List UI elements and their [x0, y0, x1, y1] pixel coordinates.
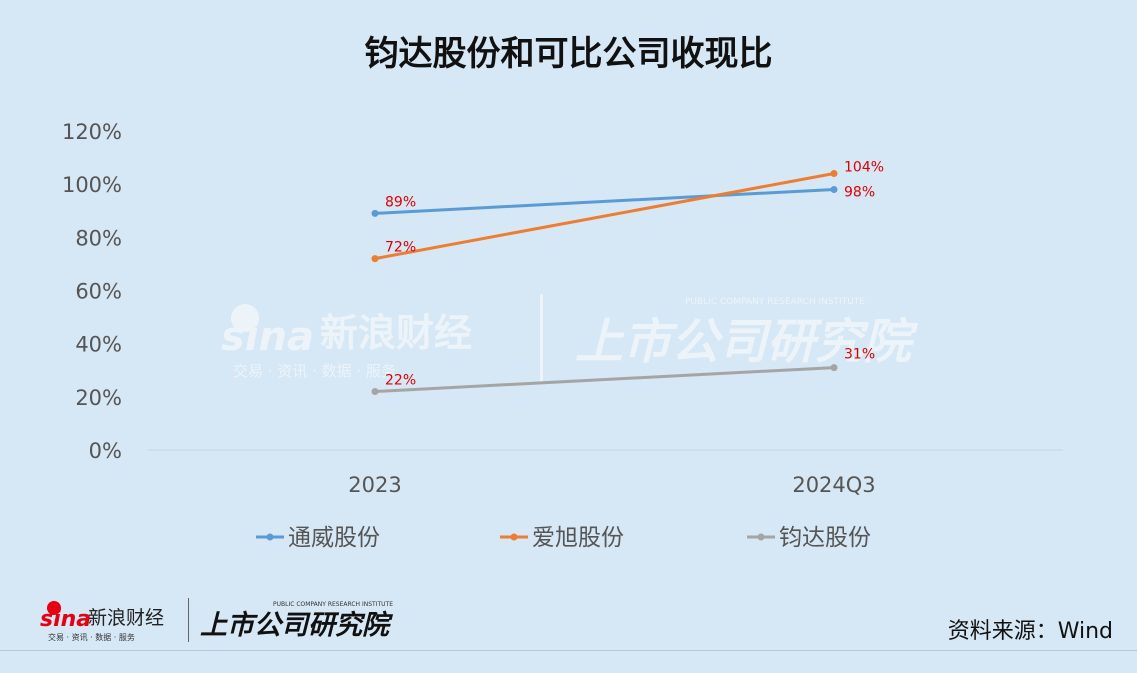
data-label: 31%: [844, 347, 875, 363]
legend-label: 通威股份: [288, 525, 380, 551]
watermark-sina-cn: 新浪财经: [320, 311, 472, 355]
watermark-institute-cn: 上市公司研究院: [575, 314, 919, 370]
x-tick-label: 2023: [348, 473, 401, 497]
legend-item: 钧达股份: [747, 525, 871, 551]
data-point: [371, 255, 379, 263]
x-axis-ticks: 2023 2024Q3: [348, 473, 875, 497]
footer-divider: [188, 598, 189, 642]
footer-sina-cn: 新浪财经: [88, 607, 164, 629]
series-layer: 89% 98% 72% 104% 22% 31%: [371, 160, 884, 396]
chart-title: 钧达股份和可比公司收现比: [364, 34, 773, 74]
data-point: [830, 170, 838, 178]
legend-label: 爱旭股份: [532, 525, 624, 551]
series-line: [374, 172, 835, 261]
legend-marker: [510, 533, 518, 541]
data-point: [371, 388, 379, 396]
y-axis-ticks: 0% 20% 40% 60% 80% 100% 120%: [62, 120, 122, 463]
watermark-institute-en: PUBLIC COMPANY RESEARCH INSTITUTE: [685, 297, 865, 307]
data-label: 89%: [385, 194, 416, 210]
watermark-sina: sina: [221, 314, 314, 360]
y-tick-label: 20%: [75, 386, 122, 410]
data-label: 22%: [385, 373, 416, 389]
y-tick-label: 100%: [62, 173, 122, 197]
legend-label: 钧达股份: [779, 525, 871, 551]
legend: 通威股份 爱旭股份 钧达股份: [256, 525, 871, 551]
series-line: [374, 187, 835, 215]
watermark-divider: [540, 294, 543, 382]
legend-item: 通威股份: [256, 525, 380, 551]
footer-sina-sub: 交易 · 资讯 · 数据 · 服务: [48, 632, 135, 642]
data-label: 98%: [844, 184, 875, 200]
footer-institute-en: PUBLIC COMPANY RESEARCH INSTITUTE: [273, 601, 393, 608]
y-tick-label: 80%: [75, 226, 122, 250]
series-1: 89% 98%: [371, 184, 875, 217]
bottom-rule: [0, 650, 1137, 651]
sina-eye-icon: [47, 601, 61, 615]
footer-sina: sina: [40, 607, 91, 632]
footer-logo: sina 新浪财经 交易 · 资讯 · 数据 · 服务 PUBLIC COMPA…: [40, 598, 394, 642]
data-label: 72%: [385, 240, 416, 256]
legend-marker: [757, 533, 765, 541]
legend-item: 爱旭股份: [500, 525, 624, 551]
x-tick-label: 2024Q3: [792, 473, 875, 497]
data-point: [830, 364, 838, 372]
y-tick-label: 0%: [89, 439, 122, 463]
legend-marker: [266, 533, 274, 541]
y-tick-label: 120%: [62, 120, 122, 144]
series-2: 72% 104%: [371, 160, 884, 263]
y-tick-label: 40%: [75, 333, 122, 357]
series-3: 22% 31%: [371, 347, 875, 396]
sina-eye-icon: [231, 304, 259, 332]
footer-institute-cn: 上市公司研究院: [200, 610, 394, 641]
watermark-sina-sub: 交易 · 资讯 · 数据 · 服务: [233, 362, 396, 380]
data-point: [371, 209, 379, 217]
series-line: [374, 366, 835, 394]
watermark: sina 新浪财经 交易 · 资讯 · 数据 · 服务 上市公司研究院 PUBL…: [221, 294, 919, 382]
y-tick-label: 60%: [75, 280, 122, 304]
data-label: 104%: [844, 160, 884, 176]
data-point: [830, 185, 838, 193]
source-note: 资料来源：Wind: [947, 619, 1113, 644]
